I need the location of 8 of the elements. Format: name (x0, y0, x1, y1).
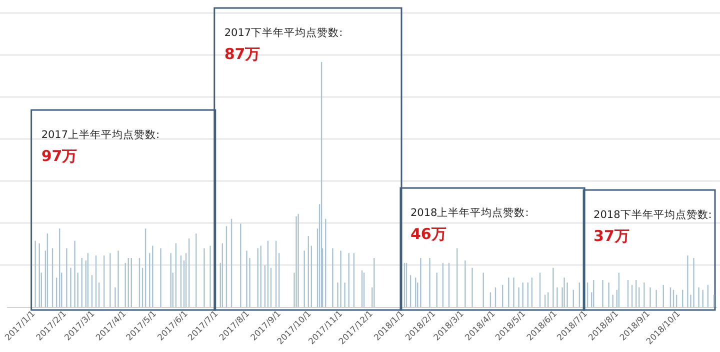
annotation: 46万 (410, 225, 446, 243)
annotation: 2018下半年平均点赞数: (594, 208, 712, 221)
text: 2017下半年平均点赞数: (224, 26, 343, 39)
annotation: 37万 (594, 227, 630, 245)
annotation: 97万 (41, 147, 78, 165)
annotation: 2017上半年平均点赞数: (41, 128, 160, 141)
annotation: 2018上半年平均点赞数: (410, 206, 529, 219)
annotation: 87万 (224, 45, 260, 63)
